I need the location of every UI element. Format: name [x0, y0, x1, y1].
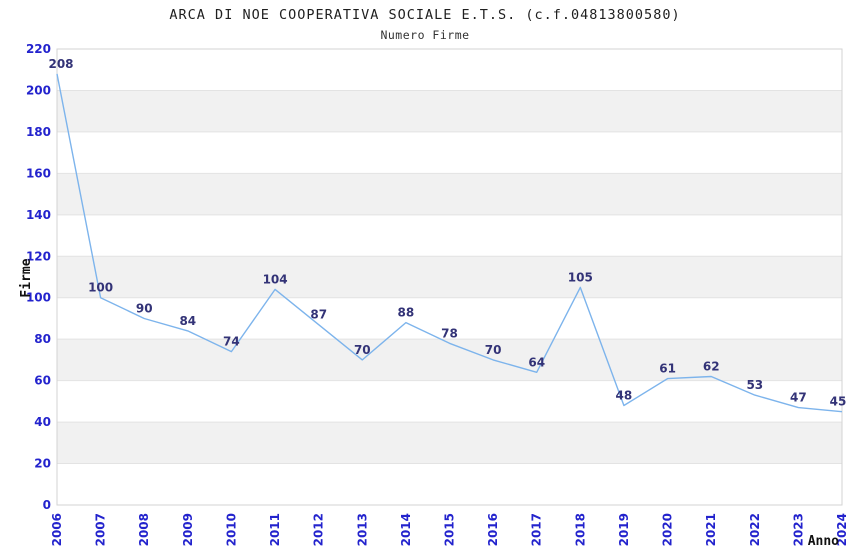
data-label: 45 [830, 395, 847, 409]
y-tick-label: 20 [34, 457, 51, 471]
data-label: 105 [568, 270, 593, 284]
data-label: 84 [179, 314, 196, 328]
x-tick-label: 2014 [399, 513, 413, 546]
x-tick-label: 2011 [268, 513, 282, 546]
x-tick-label: 2010 [224, 513, 238, 546]
y-tick-label: 100 [26, 291, 51, 305]
x-tick-label: 2021 [704, 513, 718, 546]
x-tick-label: 2019 [617, 513, 631, 546]
y-tick-label: 120 [26, 249, 51, 263]
chart-title: ARCA DI NOE COOPERATIVA SOCIALE E.T.S. (… [169, 7, 681, 23]
y-tick-label: 140 [26, 208, 51, 222]
plot-band [57, 256, 842, 298]
series-line [56, 73, 843, 413]
data-label: 70 [485, 343, 502, 357]
data-point-labels: 208 100 90 84 74 104 87 70 88 78 70 64 105 48 61 62 53 47… [48, 57, 846, 409]
y-tick-label: 40 [34, 415, 51, 429]
data-label: 100 [88, 281, 113, 295]
x-tick-label: 2006 [50, 513, 64, 546]
grid-lines [57, 89, 842, 465]
data-label: 47 [790, 391, 807, 405]
y-tick-label: 160 [26, 166, 51, 180]
y-tick-label: 200 [26, 83, 51, 97]
x-axis-tick-labels: 2006 2007 2008 2009 2010 2011 2012 2013 2014 2015… [50, 513, 849, 546]
data-label: 78 [441, 326, 458, 340]
data-label: 88 [398, 306, 415, 320]
x-tick-label: 2007 [94, 513, 108, 546]
data-label: 74 [223, 335, 240, 349]
x-tick-label: 2024 [835, 513, 849, 546]
x-tick-label: 2013 [355, 513, 369, 546]
plot-bands [57, 90, 842, 464]
x-axis-title: Anno [808, 534, 839, 549]
x-tick-label: 2015 [443, 513, 457, 546]
data-label: 104 [263, 272, 288, 286]
y-tick-label: 80 [34, 332, 51, 346]
data-label: 64 [528, 355, 545, 369]
x-tick-label: 2009 [181, 513, 195, 546]
y-tick-label: 0 [43, 498, 51, 512]
data-label: 70 [354, 343, 371, 357]
data-label: 90 [136, 302, 153, 316]
y-axis-title: Firme [19, 258, 34, 297]
x-tick-label: 2018 [573, 513, 587, 546]
data-label: 53 [746, 378, 763, 392]
data-label: 62 [703, 360, 720, 374]
plot-band [57, 90, 842, 132]
y-axis-tick-labels: 0 20 40 60 80 100 120 140 160 180 200 220 [26, 42, 51, 512]
plot-band [57, 173, 842, 215]
y-tick-label: 180 [26, 125, 51, 139]
y-tick-label: 220 [26, 42, 51, 56]
plot-band [57, 339, 842, 381]
x-tick-label: 2022 [748, 513, 762, 546]
x-tick-label: 2016 [486, 513, 500, 546]
plot-band [57, 422, 842, 464]
x-tick-label: 2020 [661, 513, 675, 546]
chart-subtitle: Numero Firme [380, 28, 470, 42]
x-tick-label: 2008 [137, 513, 151, 546]
data-label: 87 [310, 308, 327, 322]
x-tick-label: 2023 [791, 513, 805, 546]
data-label: 208 [48, 57, 73, 71]
data-label: 48 [616, 389, 633, 403]
data-label: 61 [659, 362, 676, 376]
x-tick-label: 2012 [312, 513, 326, 546]
plot-border [56, 48, 843, 506]
y-tick-label: 60 [34, 374, 51, 388]
x-tick-label: 2017 [530, 513, 544, 546]
